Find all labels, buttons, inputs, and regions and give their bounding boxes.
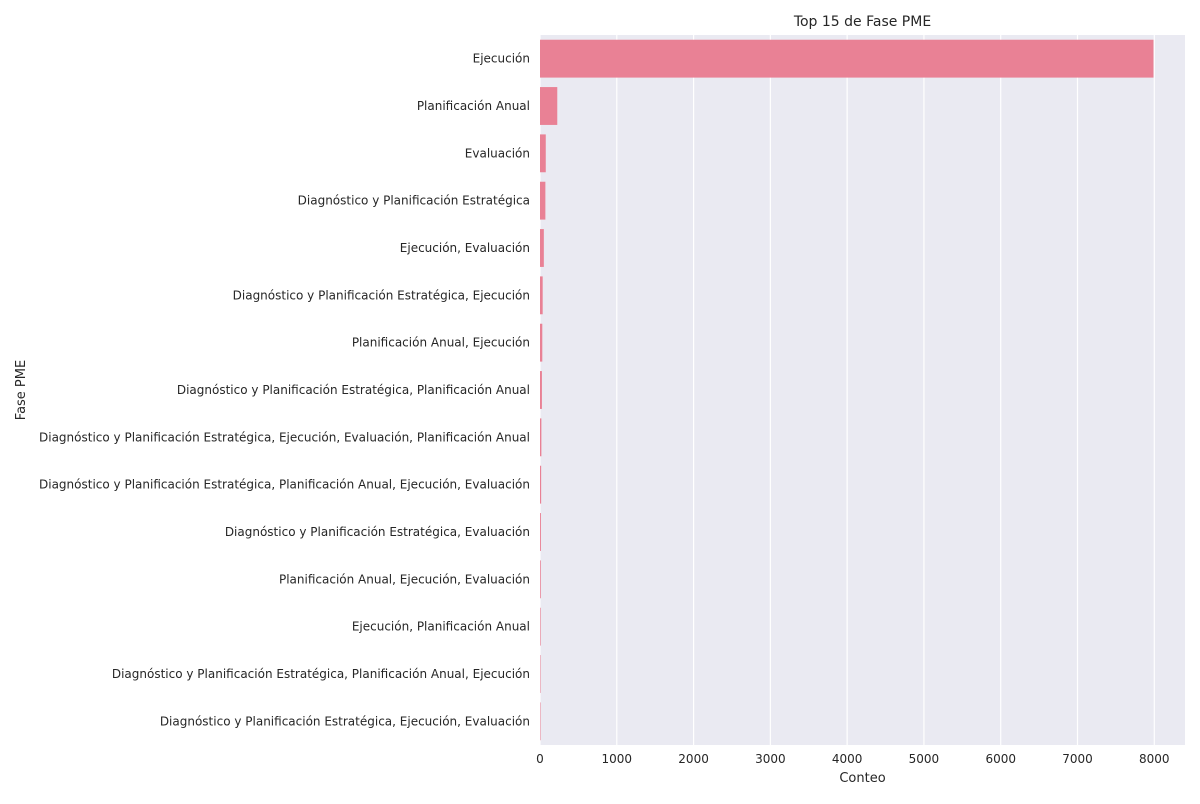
category-labels: Ejecución Planificación Anual Evaluación Di… bbox=[39, 52, 530, 729]
x-tick-label: 7000 bbox=[1062, 752, 1093, 766]
x-tick-label: 5000 bbox=[909, 752, 940, 766]
bar bbox=[540, 134, 546, 173]
x-tick-label: 3000 bbox=[755, 752, 786, 766]
category-label: Diagnóstico y Planificación Estratégica,… bbox=[160, 714, 530, 728]
bar bbox=[540, 229, 544, 267]
bar bbox=[540, 276, 543, 315]
bar bbox=[540, 323, 543, 362]
bar bbox=[540, 702, 541, 741]
category-label: Planificación Anual, Ejecución bbox=[352, 336, 530, 350]
category-label: Ejecución, Planificación Anual bbox=[352, 620, 530, 634]
category-label: Diagnóstico y Planificación Estratégica,… bbox=[39, 478, 530, 492]
category-label: Planificación Anual bbox=[417, 99, 530, 113]
bar bbox=[540, 181, 546, 220]
x-tick-labels: 0 1000 2000 3000 4000 5000 6000 7000 8000 bbox=[536, 752, 1169, 766]
bar bbox=[540, 87, 558, 125]
y-axis-title: Fase PME bbox=[14, 360, 29, 420]
bar bbox=[540, 39, 1154, 78]
bar bbox=[540, 513, 541, 551]
bar bbox=[540, 560, 541, 599]
x-tick-label: 4000 bbox=[832, 752, 863, 766]
bar bbox=[540, 418, 542, 457]
bar bbox=[540, 655, 541, 693]
bar bbox=[540, 465, 542, 504]
category-label: Evaluación bbox=[465, 146, 530, 160]
category-label: Diagnóstico y Planificación Estratégica,… bbox=[177, 383, 530, 397]
category-label: Diagnóstico y Planificación Estratégica bbox=[298, 194, 530, 208]
category-label: Ejecución bbox=[473, 52, 530, 66]
category-label: Diagnóstico y Planificación Estratégica,… bbox=[39, 430, 530, 444]
x-axis-title: Conteo bbox=[839, 771, 885, 786]
chart-title: Top 15 de Fase PME bbox=[793, 14, 931, 30]
category-label: Diagnóstico y Planificación Estratégica,… bbox=[225, 525, 530, 539]
category-label: Diagnóstico y Planificación Estratégica,… bbox=[112, 667, 530, 681]
x-tick-label: 8000 bbox=[1139, 752, 1170, 766]
x-tick-label: 0 bbox=[536, 752, 544, 766]
category-label: Ejecución, Evaluación bbox=[400, 241, 530, 255]
gridlines bbox=[539, 35, 1155, 745]
x-tick-label: 1000 bbox=[602, 752, 633, 766]
bar bbox=[540, 607, 541, 646]
x-tick-label: 2000 bbox=[678, 752, 709, 766]
category-label: Planificación Anual, Ejecución, Evaluaci… bbox=[279, 572, 530, 586]
category-label: Diagnóstico y Planificación Estratégica,… bbox=[233, 288, 530, 302]
x-tick-label: 6000 bbox=[985, 752, 1016, 766]
plot-area bbox=[540, 35, 1185, 745]
bars bbox=[540, 39, 1154, 741]
bar bbox=[540, 371, 542, 409]
